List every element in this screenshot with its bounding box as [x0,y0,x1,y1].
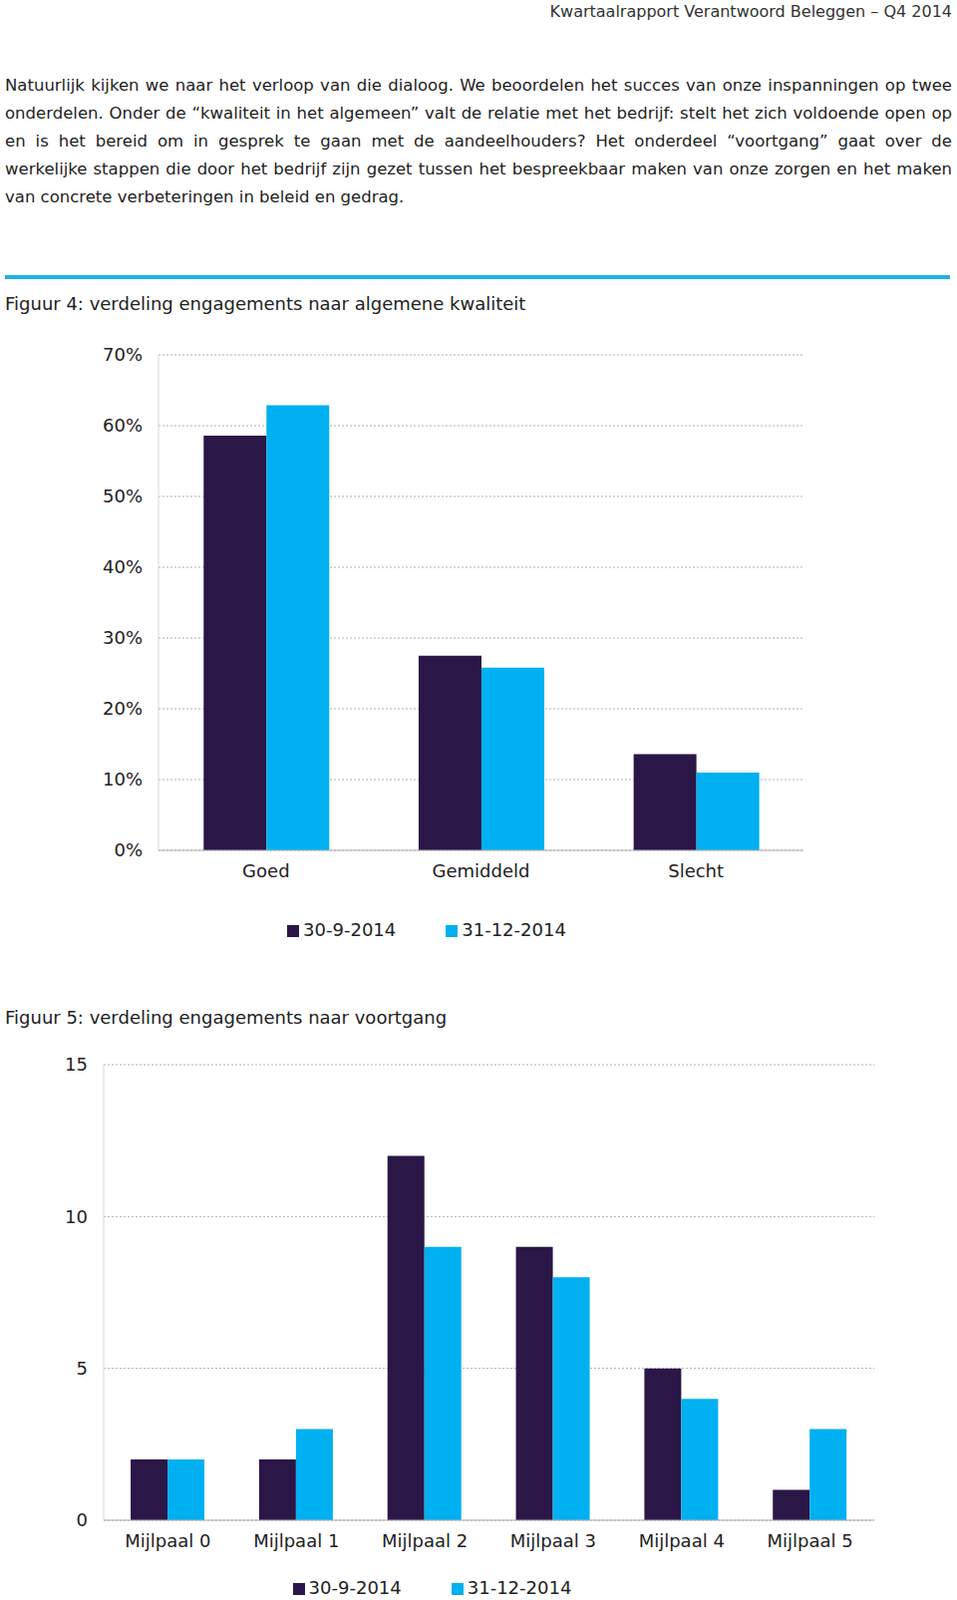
svg-text:5: 5 [76,1357,88,1379]
svg-text:Goed: Goed [242,860,290,882]
svg-text:10: 10 [64,1206,88,1228]
html-text:31-12-2014: 31-12-2014 [467,1577,572,1598]
svg-text:0: 0 [76,1509,88,1531]
svg-text:20%: 20% [102,697,143,719]
svg-text:Mijlpaal 5: Mijlpaal 5 [766,1530,853,1552]
svg-text:Gemiddeld: Gemiddeld [432,860,531,882]
svg-text:10%: 10% [102,768,143,790]
html-text:30-9-2014: 30-9-2014 [303,919,397,941]
svg-text:Mijlpaal 2: Mijlpaal 2 [381,1530,468,1552]
svg-text:50%: 50% [102,485,143,507]
svg-text:Mijlpaal 0: Mijlpaal 0 [124,1530,211,1552]
html-text:Natuurlijk kijken we naar het: Natuurlijk kijken we naar het verloop va… [4,75,953,207]
html-text:Figuur 4: verdeling engagement: Figuur 4: verdeling engagements naar alg… [4,293,526,315]
svg-text:40%: 40% [102,556,143,578]
html-text:31-12-2014: 31-12-2014 [461,919,567,941]
svg-text:Mijlpaal 3: Mijlpaal 3 [510,1530,597,1552]
html-text:Kwartaalrapport Verantwoord Be: Kwartaalrapport Verantwoord Beleggen – Q… [549,1,953,21]
svg-text:70%: 70% [102,343,143,365]
svg-text:Mijlpaal 1: Mijlpaal 1 [253,1530,339,1552]
html-text:30-9-2014: 30-9-2014 [308,1577,402,1598]
svg-text:Slecht: Slecht [667,860,724,882]
svg-text:Mijlpaal 4: Mijlpaal 4 [638,1530,725,1552]
svg-text:15: 15 [64,1053,88,1075]
svg-text:0%: 0% [113,839,143,861]
svg-text:30%: 30% [102,627,143,648]
html-text:Figuur 5: verdeling engagement: Figuur 5: verdeling engagements naar voo… [4,1006,447,1028]
svg-text:60%: 60% [102,414,143,436]
